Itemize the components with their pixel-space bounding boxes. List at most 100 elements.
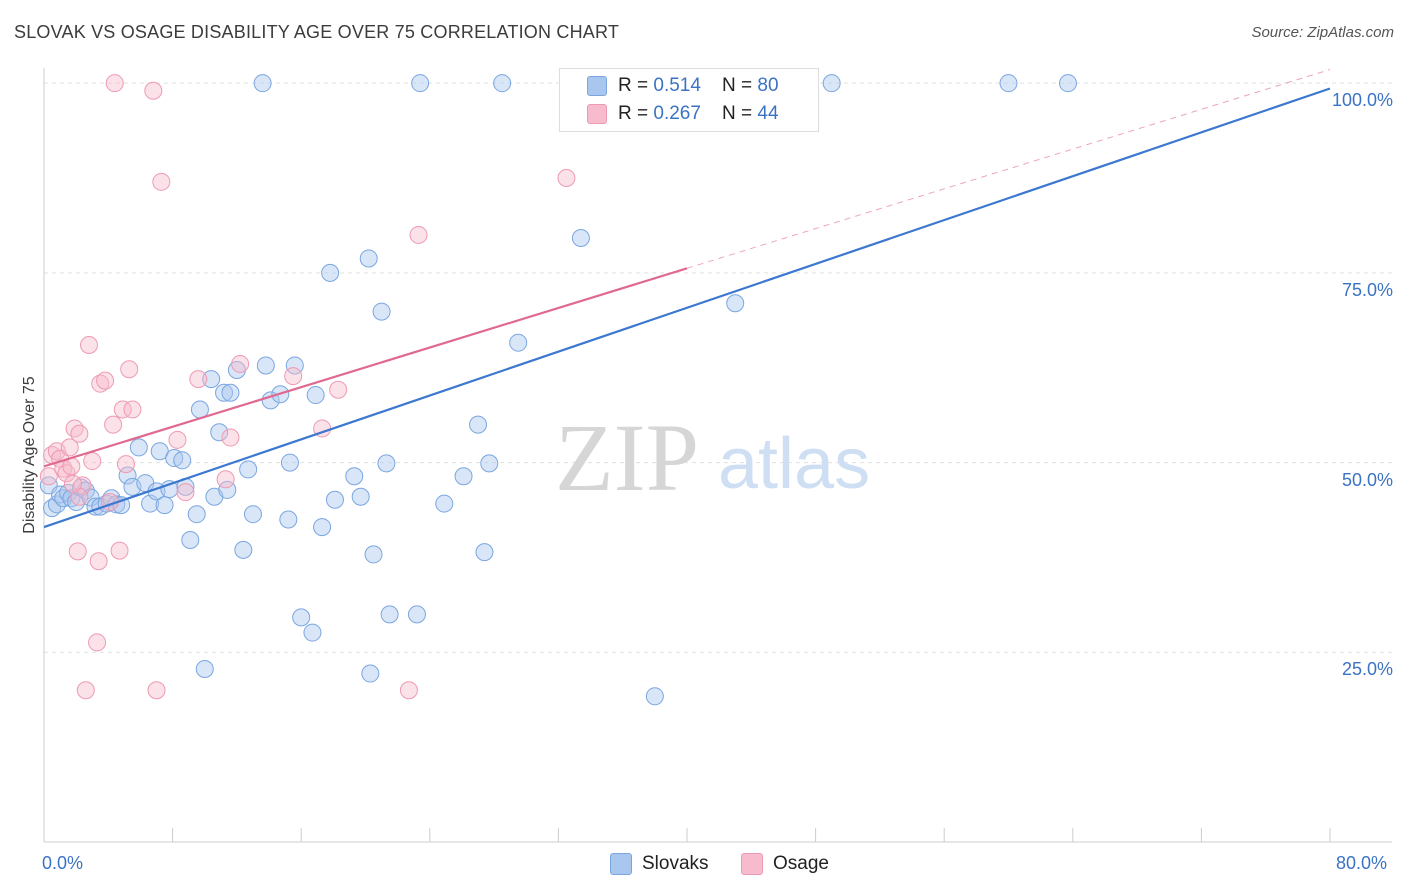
data-point-slovaks <box>155 496 174 515</box>
data-point-slovaks <box>118 466 137 485</box>
data-point-slovaks <box>361 664 380 683</box>
data-point-osage <box>221 428 240 447</box>
data-point-slovaks <box>221 383 240 402</box>
data-point-slovaks <box>411 74 430 93</box>
data-point-slovaks <box>359 249 378 268</box>
data-point-slovaks <box>202 370 221 389</box>
data-point-slovaks <box>187 505 206 524</box>
legend-n-label: N = <box>722 75 758 96</box>
data-point-osage <box>91 374 110 393</box>
legend-n-value: 44 <box>757 103 779 124</box>
x-tick-label-min: 0.0% <box>42 853 84 873</box>
data-point-slovaks <box>571 228 590 247</box>
data-point-osage <box>76 681 95 700</box>
data-point-osage <box>189 370 208 389</box>
legend-r-label: R = <box>618 75 654 96</box>
data-point-slovaks <box>345 467 364 486</box>
data-point-osage <box>168 430 187 449</box>
data-point-slovaks <box>173 451 192 470</box>
data-point-slovaks <box>325 490 344 509</box>
trend-line-osage-extension <box>686 69 1331 269</box>
series-osage <box>39 74 576 700</box>
data-point-osage <box>60 438 79 457</box>
legend-swatch-slovaks <box>587 76 607 96</box>
data-point-slovaks <box>999 74 1018 93</box>
data-point-osage <box>329 380 348 399</box>
legend-n-label: N = <box>722 103 758 124</box>
data-point-slovaks <box>321 263 340 282</box>
data-point-slovaks <box>493 74 512 93</box>
legend-n-value: 80 <box>757 75 779 96</box>
watermark-atlas: atlas <box>718 424 870 504</box>
data-point-osage <box>88 633 107 652</box>
bottom-legend-label-slovaks: Slovaks <box>642 853 709 874</box>
data-point-slovaks <box>150 442 169 461</box>
data-point-slovaks <box>279 510 298 529</box>
data-point-slovaks <box>234 540 253 559</box>
y-tick-label: 100.0% <box>1331 90 1393 111</box>
data-point-slovaks <box>303 623 322 642</box>
data-point-slovaks <box>407 605 426 624</box>
data-point-osage <box>409 225 428 244</box>
data-point-osage <box>231 354 250 373</box>
bottom-legend-swatch-slovaks <box>610 853 632 875</box>
data-point-slovaks <box>129 438 148 457</box>
data-point-slovaks <box>1058 74 1077 93</box>
bottom-legend-osage: Osage <box>741 852 829 876</box>
data-point-slovaks <box>215 383 234 402</box>
data-point-slovaks <box>195 659 214 678</box>
data-point-osage <box>96 371 115 390</box>
data-point-slovaks <box>822 74 841 93</box>
data-point-osage <box>152 172 171 191</box>
data-point-slovaks <box>306 386 325 405</box>
data-point-osage <box>399 681 418 700</box>
data-point-slovaks <box>372 302 391 321</box>
data-point-osage <box>176 483 195 502</box>
data-point-slovaks <box>645 687 664 706</box>
series-slovaks <box>39 74 1077 706</box>
data-point-slovaks <box>364 545 383 564</box>
data-point-osage <box>83 452 102 471</box>
x-tick-label-max: 80.0% <box>1336 853 1388 873</box>
data-point-osage <box>89 552 108 571</box>
data-point-osage <box>216 470 235 489</box>
bottom-legend-swatch-osage <box>741 853 763 875</box>
data-point-osage <box>120 360 139 379</box>
data-point-slovaks <box>239 460 258 479</box>
data-point-osage <box>147 681 166 700</box>
data-point-slovaks <box>313 518 332 537</box>
legend-r-value: 0.267 <box>653 103 701 124</box>
data-point-slovaks <box>351 487 370 506</box>
data-point-slovaks <box>210 423 229 442</box>
data-point-slovaks <box>253 74 272 93</box>
watermark-zip: ZIP <box>555 404 699 511</box>
data-point-osage <box>113 400 132 419</box>
data-point-slovaks <box>454 467 473 486</box>
correlation-legend: R = 0.514 N = 80 R = 0.267 N = 44 <box>559 68 819 132</box>
data-point-osage <box>104 415 123 434</box>
y-tick-label: 50.0% <box>1341 469 1393 490</box>
source-label: Source: ZipAtlas.com <box>1251 24 1394 41</box>
legend-r-value: 0.514 <box>653 75 701 96</box>
data-point-slovaks <box>380 605 399 624</box>
data-point-osage <box>557 169 576 188</box>
data-point-osage <box>80 335 99 354</box>
data-point-osage <box>116 455 135 474</box>
data-point-osage <box>68 542 87 561</box>
data-point-osage <box>284 367 303 386</box>
data-point-osage <box>144 81 163 100</box>
trend-line-osage <box>43 267 688 468</box>
trend-lines <box>43 69 1331 529</box>
data-point-slovaks <box>292 608 311 627</box>
data-point-slovaks <box>256 356 275 375</box>
data-point-osage <box>65 419 84 438</box>
grid-lines <box>44 82 1392 653</box>
data-point-osage <box>110 541 129 560</box>
y-tick-label: 75.0% <box>1341 279 1393 300</box>
data-point-osage <box>39 467 58 486</box>
data-point-osage <box>73 476 92 495</box>
watermark: ZIP atlas <box>555 404 870 511</box>
legend-swatch-osage <box>587 104 607 124</box>
bottom-legend-label-osage: Osage <box>773 853 829 874</box>
